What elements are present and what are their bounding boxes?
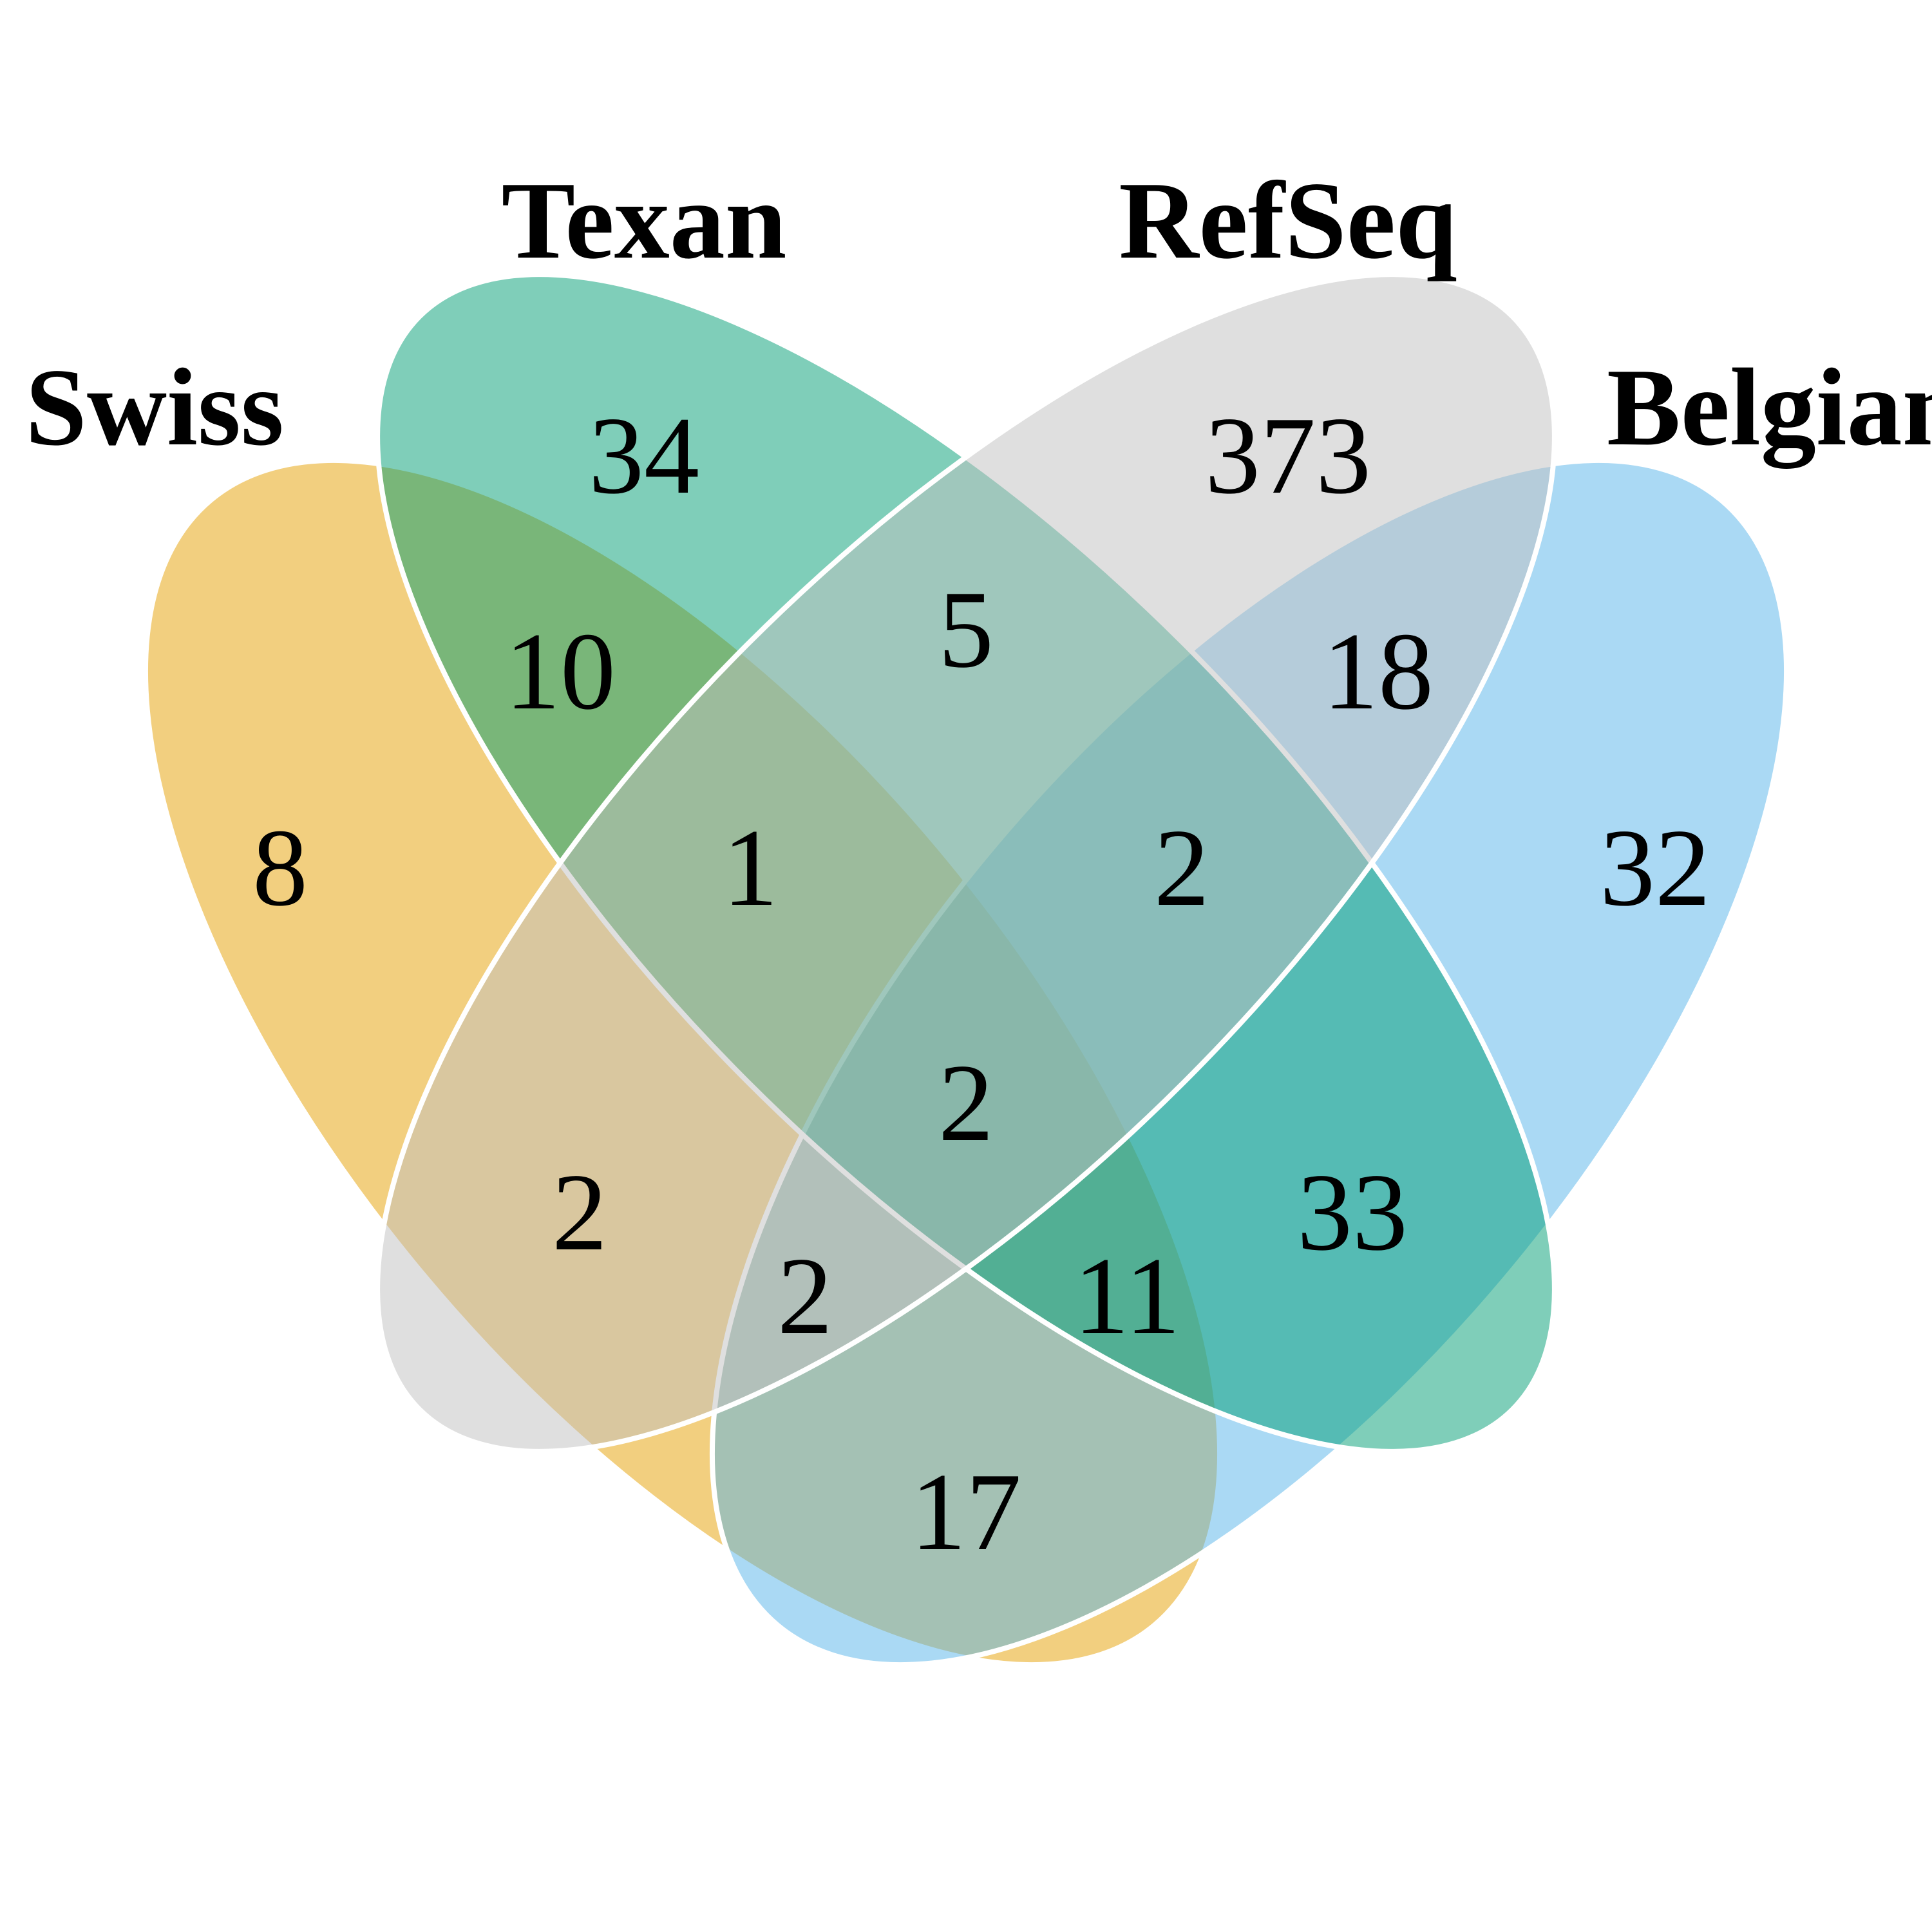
count-texan-belgian: 33	[1297, 1151, 1408, 1274]
count-texan-only: 34	[589, 395, 699, 517]
count-swiss-belgian: 17	[911, 1451, 1021, 1573]
count-refseq-only: 373	[1205, 395, 1371, 517]
count-all-four: 2	[938, 1042, 994, 1164]
region-counts: 8 34 373 32 10 5 18 1 2 2 2 33 2 11 17	[252, 395, 1710, 1573]
refseq-label: RefSeq	[1119, 160, 1457, 282]
count-texan-refseq-belgian: 2	[1154, 807, 1209, 929]
refseq-set-shape	[375, 272, 1557, 1454]
belgian-label: Belgian	[1607, 346, 1932, 469]
count-swiss-texan-belgian: 11	[1074, 1235, 1180, 1358]
count-texan-refseq: 5	[938, 569, 994, 691]
venn-sets	[142, 272, 1790, 1668]
count-swiss-refseq-belgian: 2	[777, 1235, 833, 1358]
count-refseq-belgian: 18	[1323, 611, 1434, 733]
swiss-label: Swiss	[25, 346, 284, 469]
count-belgian-only: 32	[1600, 807, 1710, 929]
texan-label: Texan	[502, 160, 787, 282]
count-swiss-only: 8	[252, 807, 308, 929]
set-labels: Swiss Texan RefSeq Belgian	[25, 160, 1932, 469]
count-swiss-refseq: 2	[552, 1151, 607, 1274]
count-swiss-texan: 10	[505, 611, 616, 733]
count-swiss-texan-refseq: 1	[723, 807, 778, 929]
